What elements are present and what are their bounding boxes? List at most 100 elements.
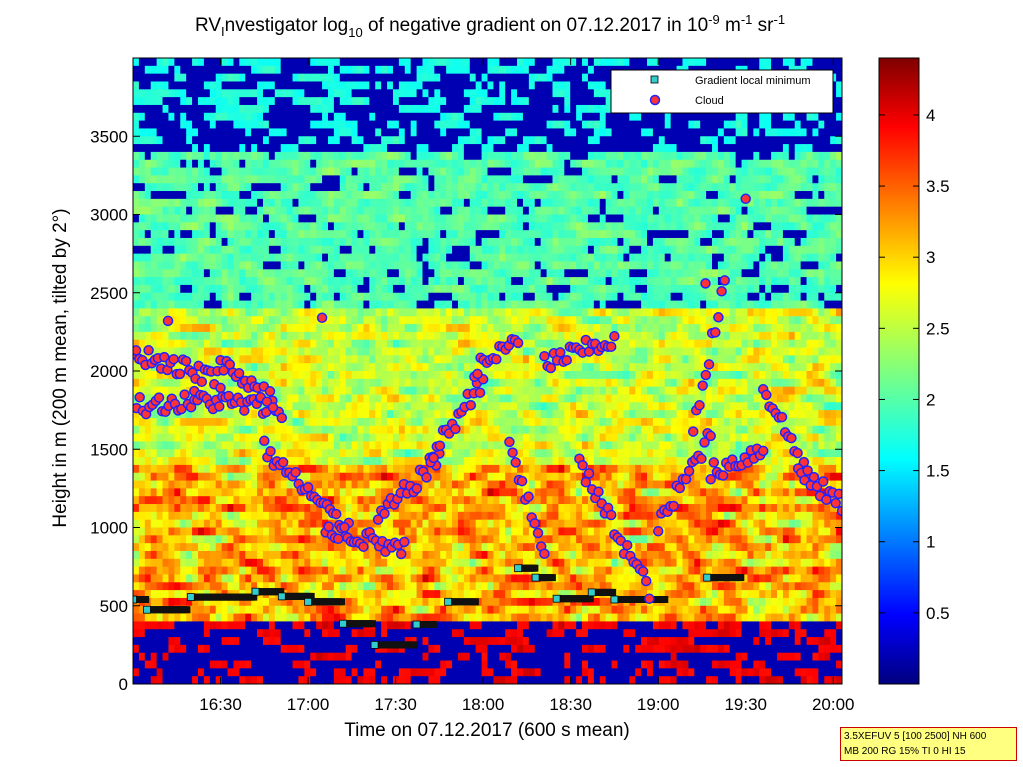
heatmap-cell — [475, 410, 483, 419]
heatmap-cell — [298, 237, 305, 247]
heatmap-cell — [345, 496, 353, 505]
heatmap-cell — [274, 574, 282, 583]
heatmap-cell — [398, 198, 406, 208]
heatmap-cell — [357, 128, 365, 137]
heatmap-cell — [481, 621, 489, 630]
heatmap-cell — [363, 277, 370, 286]
heatmap-cell — [410, 668, 418, 677]
heatmap-cell — [463, 504, 471, 513]
heatmap-cell — [333, 73, 341, 83]
heatmap-cell — [133, 371, 140, 380]
heatmap-cell — [162, 504, 170, 513]
heatmap-cell — [233, 597, 240, 607]
heatmap-cell — [292, 89, 300, 98]
heatmap-cell — [245, 652, 252, 662]
heatmap-cell — [327, 668, 335, 677]
heatmap-cell — [133, 136, 140, 145]
heatmap-cell — [333, 347, 341, 356]
heatmap-cell — [280, 300, 288, 310]
heatmap-cell — [274, 496, 282, 505]
heatmap-cell — [150, 175, 158, 184]
heatmap-cell — [475, 65, 483, 75]
heatmap-cell — [481, 410, 489, 419]
heatmap-cell — [197, 214, 205, 223]
heatmap-cell — [197, 402, 205, 411]
heatmap-cell — [138, 300, 146, 310]
heatmap-cell — [251, 81, 258, 90]
heatmap-cell — [452, 535, 459, 544]
heatmap-cell — [416, 237, 424, 247]
heatmap-cell — [475, 222, 483, 231]
heatmap-cell — [203, 261, 211, 270]
heatmap-cell — [209, 504, 217, 513]
heatmap-cell — [422, 331, 430, 341]
heatmap-cell — [457, 535, 465, 544]
heatmap-cell — [316, 167, 323, 176]
heatmap-cell — [463, 331, 471, 341]
heatmap-cell — [292, 167, 300, 176]
heatmap-cell — [322, 347, 329, 356]
heatmap-cell — [327, 637, 335, 646]
heatmap-cell — [251, 574, 258, 583]
heatmap-cell — [203, 112, 211, 122]
heatmap-cell — [452, 58, 459, 67]
heatmap-cell — [369, 136, 376, 145]
heatmap-cell — [410, 496, 418, 505]
heatmap-cell — [404, 644, 412, 654]
heatmap-cell — [310, 652, 317, 662]
heatmap-cell — [452, 504, 459, 513]
heatmap-cell — [446, 347, 453, 356]
heatmap-cell — [404, 597, 412, 607]
heatmap-cell — [192, 253, 199, 263]
heatmap-cell — [434, 582, 441, 591]
heatmap-cell — [292, 449, 300, 458]
heatmap-cell — [351, 371, 359, 380]
heatmap-cell — [357, 253, 365, 263]
heatmap-cell — [150, 574, 158, 583]
heatmap-cell — [345, 504, 353, 513]
heatmap-cell — [369, 472, 376, 482]
heatmap-cell — [162, 230, 170, 239]
heatmap-cell — [304, 104, 311, 114]
heatmap-cell — [280, 222, 288, 231]
heatmap-cell — [280, 308, 288, 317]
heatmap-cell — [192, 496, 199, 505]
heatmap-cell — [133, 574, 140, 583]
heatmap-cell — [381, 574, 388, 583]
heatmap-cell — [404, 378, 412, 388]
heatmap-cell — [327, 582, 335, 591]
heatmap-cell — [239, 136, 246, 145]
heatmap-cell — [168, 417, 175, 427]
heatmap-cell — [233, 222, 240, 231]
heatmap-cell — [209, 582, 217, 591]
heatmap-cell — [381, 339, 388, 349]
heatmap-cell — [209, 284, 217, 294]
heatmap-cell — [363, 488, 370, 497]
heatmap-cell — [257, 112, 264, 122]
heatmap-cell — [268, 97, 276, 106]
heatmap-cell — [197, 347, 205, 356]
heatmap-cell — [375, 269, 382, 278]
heatmap-cell — [404, 543, 412, 552]
heatmap-cell — [345, 308, 353, 317]
heatmap-cell — [457, 73, 465, 83]
heatmap-cell — [168, 637, 175, 646]
heatmap-cell — [440, 300, 447, 310]
heatmap-cell — [416, 73, 424, 83]
heatmap-cell — [138, 97, 146, 106]
heatmap-cell — [404, 151, 412, 161]
heatmap-cell — [316, 183, 323, 192]
heatmap-cell — [452, 543, 459, 552]
heatmap-cell — [268, 73, 276, 83]
heatmap-cell — [351, 582, 359, 591]
heatmap-cell — [446, 339, 453, 349]
heatmap-cell — [133, 480, 140, 489]
heatmap-cell — [475, 590, 483, 599]
heatmap-cell — [180, 245, 187, 255]
heatmap-cell — [144, 73, 152, 83]
heatmap-cell — [487, 433, 495, 443]
heatmap-cell — [446, 676, 453, 684]
heatmap-cell — [133, 175, 140, 184]
heatmap-cell — [174, 613, 181, 623]
heatmap-cell — [215, 652, 223, 662]
